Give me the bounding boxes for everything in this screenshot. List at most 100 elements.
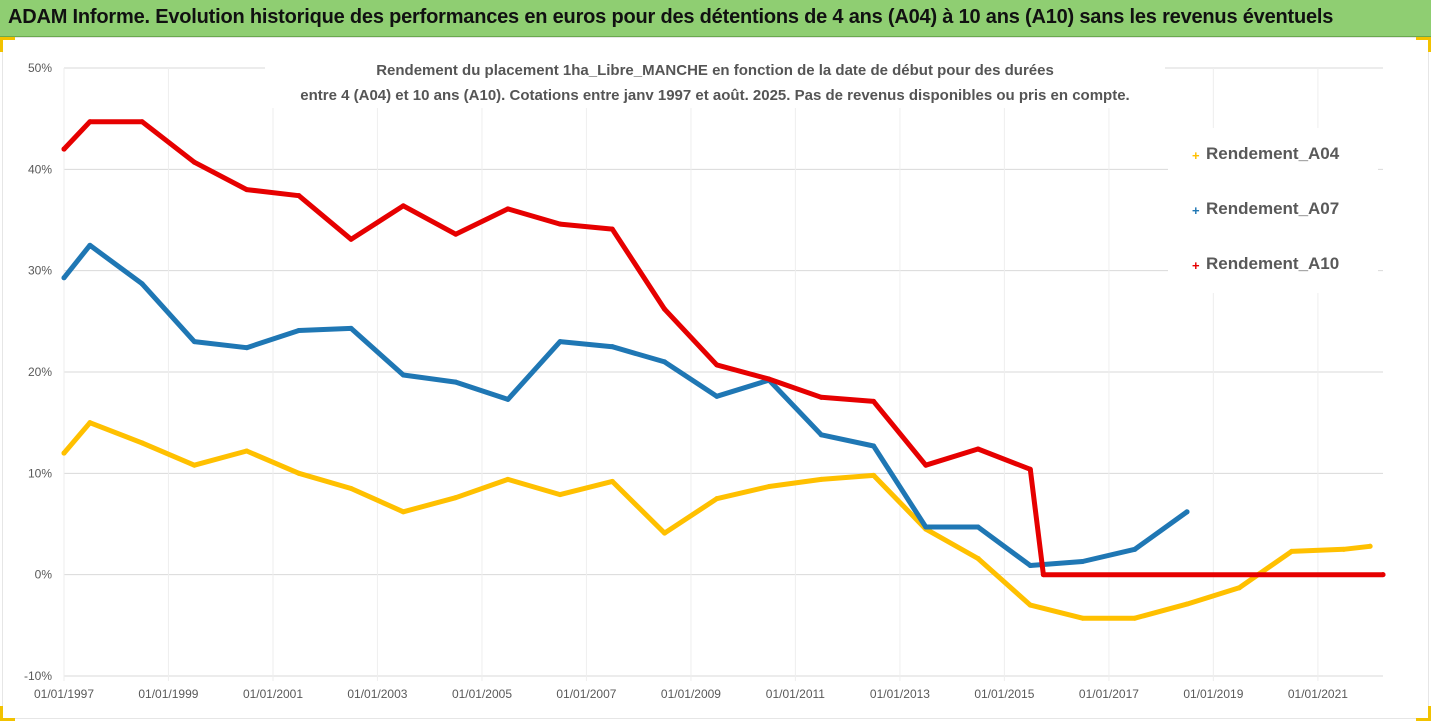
y-tick-label: 50% [28,61,52,75]
data-point-a04 [662,530,668,536]
data-point-a04 [609,478,615,484]
frame-corner-bottom-right [1416,706,1431,721]
data-point-a07 [662,359,668,365]
data-point-a07 [1080,558,1086,564]
data-point-a04 [714,496,720,502]
legend-marker-a10: + [1192,258,1200,273]
x-tick-label: 01/01/2019 [1183,687,1243,701]
data-point-a04 [1289,548,1295,554]
data-point-a10 [662,306,668,312]
data-point-a07 [975,524,981,530]
frame-corner-top-left [0,37,15,52]
data-point-a04 [766,484,772,490]
data-point-a04 [871,472,877,478]
chart-title: Rendement du placement 1ha_Libre_MANCHE … [265,58,1165,108]
x-tick-label: 01/01/2001 [243,687,303,701]
x-tick-label: 01/01/2021 [1288,687,1348,701]
y-tick-label: 30% [28,264,52,278]
data-point-a04 [191,462,197,468]
data-point-a04 [975,555,981,561]
data-point-a10 [400,203,406,209]
data-point-a04 [453,495,459,501]
x-tick-label: 01/01/1997 [34,687,94,701]
data-point-a10 [609,226,615,232]
series-line-a07 [61,242,1190,568]
banner-title: ADAM Informe. Evolution historique des p… [8,6,1334,28]
legend-item-a07: + Rendement_A07 [1192,199,1340,223]
legend-label-a10: Rendement_A10 [1206,254,1340,273]
data-point-a04 [557,492,563,498]
legend-item-a10: + Rendement_A10 [1192,254,1340,278]
data-point-a07 [505,396,511,402]
data-point-a10 [766,376,772,382]
data-point-a04 [1236,585,1242,591]
x-tick-label: 01/01/2015 [974,687,1034,701]
data-point-a07 [1027,563,1033,569]
data-point-a10 [923,462,929,468]
legend-marker-a04: + [1192,148,1200,163]
chart-frame [2,37,1429,719]
data-point-a10 [975,446,981,452]
data-point-a07 [400,372,406,378]
data-point-a07 [87,242,93,248]
data-point-a10 [714,362,720,368]
data-point-a10 [818,394,824,400]
data-point-a10 [87,119,93,125]
data-point-a07 [714,393,720,399]
chart-title-line-1: Rendement du placement 1ha_Libre_MANCHE … [376,62,1054,79]
y-tick-label: 40% [28,162,52,176]
data-point-a10 [191,159,197,165]
data-point-a04 [1080,615,1086,621]
data-point-a07 [191,339,197,345]
data-point-a04 [505,476,511,482]
data-point-a04 [87,420,93,426]
data-point-a10 [1040,572,1046,578]
data-point-a10 [871,398,877,404]
data-point-a04 [348,486,354,492]
data-point-a04 [296,470,302,476]
data-point-a07 [453,379,459,385]
legend-marker-a07: + [1192,203,1200,218]
chart-title-line-2: entre 4 (A04) et 10 ans (A10). Cotations… [300,87,1130,104]
data-point-a10 [1027,466,1033,472]
frame-corner-bottom-left [0,706,15,721]
data-point-a10 [1380,572,1386,578]
data-point-a10 [453,231,459,237]
x-tick-label: 01/01/2009 [661,687,721,701]
data-point-a04 [244,448,250,454]
y-tick-label: 20% [28,365,52,379]
data-point-a04 [818,476,824,482]
series-line-a10 [61,119,1386,578]
data-point-a04 [1341,546,1347,552]
data-point-a10 [505,206,511,212]
data-point-a10 [139,119,145,125]
data-point-a04 [1184,601,1190,607]
y-tick-label: -10% [24,669,52,683]
data-point-a07 [818,432,824,438]
chart-legend: + Rendement_A04 + Rendement_A07 + Rendem… [1168,128,1378,293]
data-point-a07 [923,524,929,530]
data-point-a07 [1184,509,1190,515]
x-tick-label: 01/01/2007 [556,687,616,701]
y-axis-tick-labels: 50% 40% 30% 20% 10% 0% -10% [24,61,52,683]
legend-label-a07: Rendement_A07 [1206,199,1340,218]
frame-corner-top-right [1416,37,1431,52]
x-tick-label: 01/01/1999 [138,687,198,701]
y-tick-label: 0% [35,568,53,582]
data-point-a04 [400,509,406,515]
data-point-a07 [1132,546,1138,552]
data-point-a07 [244,345,250,351]
data-point-a07 [348,325,354,331]
data-point-a10 [557,221,563,227]
data-point-a07 [557,339,563,345]
series-lines [61,119,1386,621]
gridlines [63,67,1383,681]
data-point-a07 [296,327,302,333]
data-point-a07 [61,275,67,281]
data-point-a10 [244,187,250,193]
x-axis-tick-labels: 01/01/1997 01/01/1999 01/01/2001 01/01/2003… [34,687,1348,701]
x-tick-label: 01/01/2003 [347,687,407,701]
legend-item-a04: + Rendement_A04 [1192,144,1339,168]
x-tick-label: 01/01/2005 [452,687,512,701]
